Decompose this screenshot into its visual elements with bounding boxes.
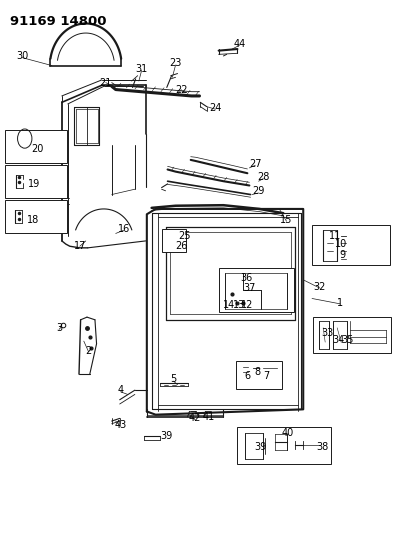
Bar: [162, 229, 186, 252]
Text: 16: 16: [118, 224, 130, 234]
Text: 35: 35: [342, 335, 354, 345]
Text: 3: 3: [56, 323, 62, 333]
Text: 22: 22: [175, 85, 188, 94]
Text: 34: 34: [332, 335, 344, 345]
Text: 91169 14800: 91169 14800: [10, 15, 107, 28]
Text: 9: 9: [339, 250, 346, 260]
Bar: [313, 317, 391, 353]
Text: 27: 27: [249, 159, 262, 169]
Bar: [312, 225, 390, 265]
Text: 5: 5: [170, 375, 177, 384]
Text: 26: 26: [175, 241, 188, 251]
Text: 39: 39: [254, 442, 266, 451]
Bar: [5, 130, 67, 163]
Text: 7: 7: [263, 371, 270, 381]
Text: 10: 10: [335, 239, 347, 249]
Text: 24: 24: [209, 103, 222, 112]
Text: 32: 32: [313, 282, 326, 292]
Text: 11: 11: [329, 231, 341, 240]
Text: 23: 23: [169, 58, 182, 68]
Text: 4: 4: [117, 385, 124, 395]
Text: 38: 38: [316, 442, 328, 451]
Bar: [236, 361, 282, 389]
Text: 6: 6: [244, 371, 251, 381]
Text: 31: 31: [136, 64, 148, 74]
Text: 14: 14: [223, 300, 235, 310]
Text: 29: 29: [252, 186, 265, 196]
Text: 8: 8: [254, 367, 261, 377]
Text: 33: 33: [321, 328, 333, 338]
Text: 13: 13: [233, 300, 245, 310]
Text: 21: 21: [99, 78, 112, 87]
Text: 44: 44: [233, 39, 245, 49]
Text: 15: 15: [280, 215, 293, 224]
Text: 42: 42: [188, 414, 201, 423]
Text: 39: 39: [161, 431, 173, 441]
Bar: [219, 268, 294, 312]
Text: 12: 12: [241, 300, 254, 310]
Text: 28: 28: [257, 172, 270, 182]
Text: 40: 40: [281, 428, 293, 438]
Text: 36: 36: [241, 273, 253, 283]
Text: 2: 2: [85, 346, 92, 356]
Text: 37: 37: [243, 283, 256, 293]
Text: 43: 43: [115, 421, 126, 430]
Text: 19: 19: [28, 179, 40, 189]
Text: 18: 18: [27, 215, 39, 224]
Text: 1: 1: [337, 298, 343, 308]
Text: 25: 25: [178, 231, 191, 241]
Bar: [5, 165, 67, 198]
Text: 30: 30: [16, 51, 28, 61]
Bar: [237, 427, 331, 464]
Text: 20: 20: [32, 144, 44, 154]
Bar: [5, 200, 67, 233]
Text: 17: 17: [73, 241, 86, 251]
Text: 41: 41: [202, 412, 214, 422]
